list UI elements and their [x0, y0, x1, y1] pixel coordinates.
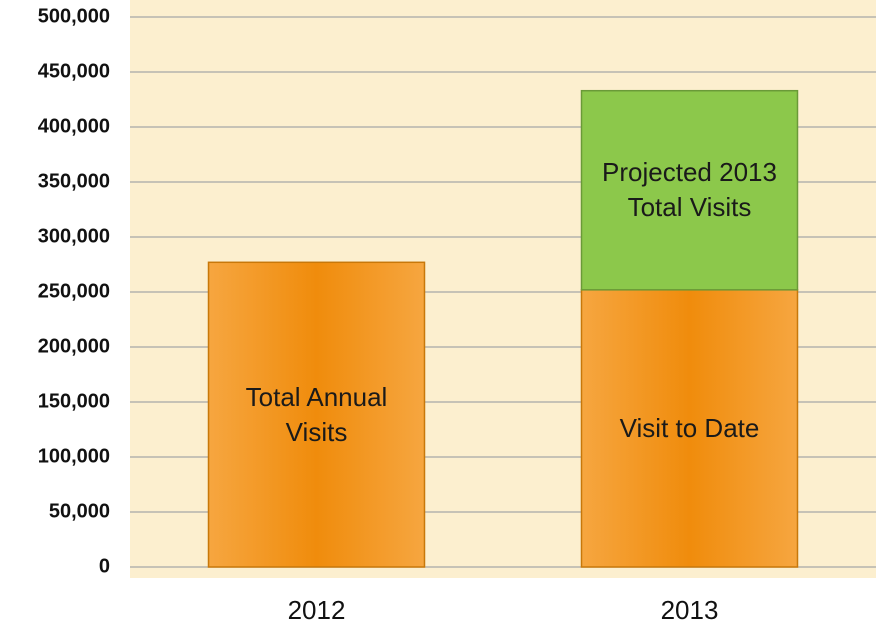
y-tick-label: 300,000 — [38, 225, 110, 247]
y-tick-label: 0 — [99, 555, 110, 577]
y-tick-label: 500,000 — [38, 5, 110, 27]
y-tick-label: 250,000 — [38, 280, 110, 302]
y-tick-label: 200,000 — [38, 335, 110, 357]
x-tick-label: 2013 — [661, 595, 719, 625]
page: 0 50,000 100,000 150,000 200,000 250,000 300,0… — [0, 0, 876, 630]
segment-label: Visit to Date — [597, 290, 783, 567]
y-tick-label: 100,000 — [38, 445, 110, 467]
x-tick-label: 2012 — [288, 595, 346, 625]
y-tick-label: 50,000 — [49, 500, 110, 522]
y-tick-label: 350,000 — [38, 170, 110, 192]
segment-label: Total Annual Visits — [224, 262, 410, 567]
y-tick-label: 450,000 — [38, 60, 110, 82]
y-tick-label: 150,000 — [38, 390, 110, 412]
y-tick-label: 400,000 — [38, 115, 110, 137]
segment-label: Projected 2013 Total Visits — [597, 91, 783, 290]
